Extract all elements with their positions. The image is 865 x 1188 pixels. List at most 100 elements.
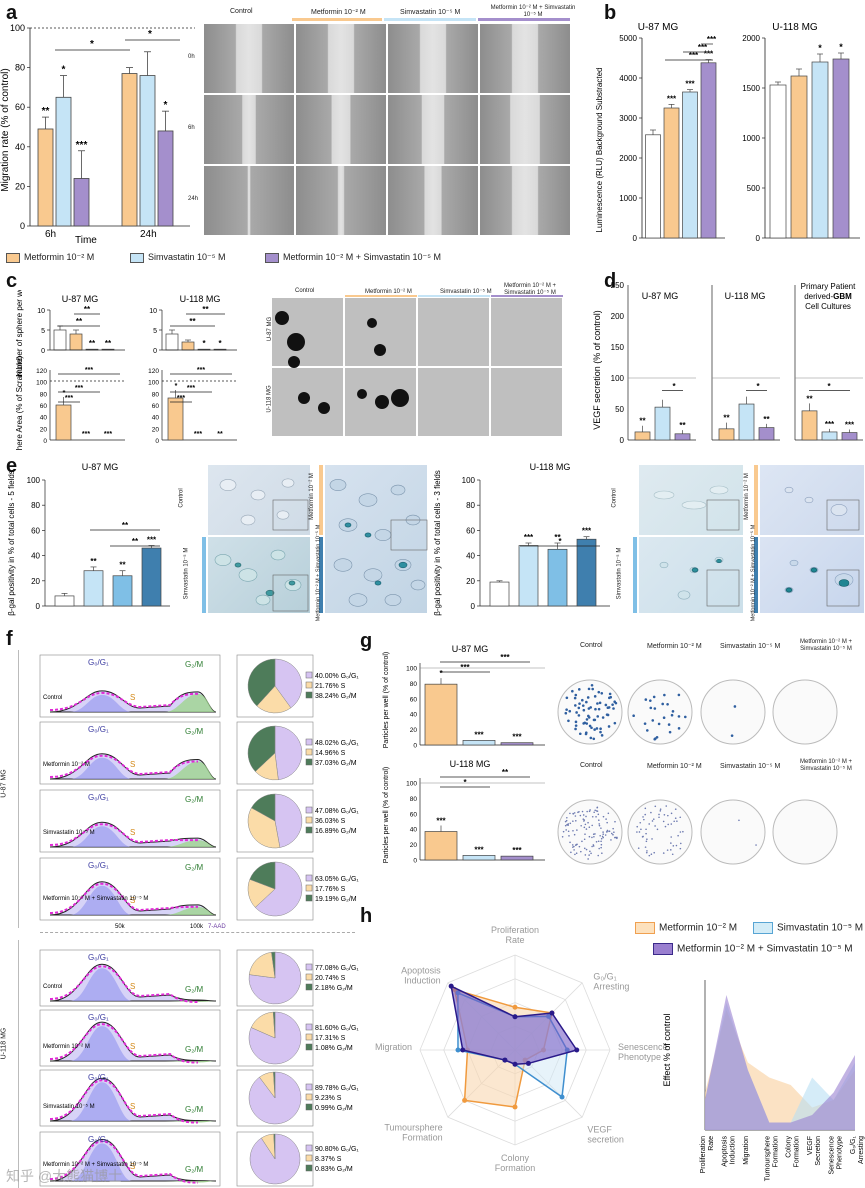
- panel-g-colony: [602, 815, 605, 818]
- panel-g-colony: [584, 732, 588, 736]
- panel-g-tick: 0: [413, 858, 417, 865]
- panel-c-tick: 60: [40, 403, 48, 410]
- panel-h-radar-axis-label: Colony Formation: [495, 1153, 536, 1173]
- panel-g-colony: [574, 693, 578, 697]
- panel-h-radar-point: [512, 1014, 518, 1020]
- panel-f-g0g1-label: G₀/G₁: [88, 953, 109, 962]
- panel-c-charts: U-87 MG U-118 MG Number of sphere per we…: [15, 290, 237, 450]
- panel-d-title-primary-1: Primary Patient: [801, 282, 856, 291]
- panel-d-title-u118: U-118 MG: [725, 291, 766, 301]
- panel-g-colony: [598, 701, 602, 705]
- panel-e-u118-bar: [518, 545, 539, 607]
- panel-g-well: [557, 799, 623, 865]
- panel-c-sphere: [391, 389, 409, 407]
- panel-e-cell: [709, 485, 729, 495]
- panel-c-header-control: Control: [295, 288, 315, 294]
- panel-f-g0g1-label: G₀/G₁: [88, 725, 109, 734]
- panel-g-h5: Control: [580, 762, 603, 769]
- panel-g-colony: [586, 810, 588, 813]
- panel-g-colony: [582, 818, 585, 820]
- panel-f-condition-label: Simvastatin 10⁻⁵ M: [43, 829, 95, 836]
- panel-g-colony: [585, 848, 588, 851]
- panel-g-colony: [643, 722, 647, 725]
- panel-a-micrograph: [204, 166, 294, 235]
- panel-b-u118-tick: 2000: [742, 34, 760, 43]
- panel-a-bar: [37, 128, 54, 227]
- panel-g-tick: 60: [410, 696, 418, 703]
- panel-g-colony: [601, 835, 604, 838]
- panel-a-bracket-star-2: *: [148, 29, 152, 40]
- panel-e-u87-bar: [83, 570, 104, 607]
- panel-g-colony: [677, 834, 679, 837]
- panel-f-s-label: S: [130, 693, 135, 702]
- panel-a-micrograph: [388, 166, 478, 235]
- panel-g-colony: [572, 820, 574, 822]
- panel-f-pie-slice: [256, 685, 292, 714]
- panel-g-colony: [580, 824, 582, 827]
- panel-g-colony: [596, 806, 598, 809]
- panel-b-u87-star: ***: [667, 94, 677, 103]
- panel-g-colony: [679, 842, 682, 845]
- panel-g-colony: [575, 852, 578, 855]
- panel-c-tick: 120: [148, 368, 159, 375]
- panel-e-u87-tick: 80: [31, 501, 40, 510]
- panel-e-cell: [364, 532, 372, 538]
- panel-g-colony: [585, 722, 589, 725]
- panel-e-cell: [363, 568, 383, 582]
- panel-b-chart-u118: U-118 MG 0 500 1000 1500 2000 * *: [742, 22, 860, 243]
- panel-f-pie-legend-text: 89.78% G₀/G₁: [315, 1085, 359, 1092]
- panel-a-micrograph: [296, 95, 386, 164]
- panel-g-colony: [587, 858, 589, 860]
- panel-g-star: ***: [474, 845, 484, 854]
- panel-g-colony: [659, 808, 662, 810]
- panel-a-tick: 0: [20, 221, 25, 231]
- panel-e-chart-u118: U-118 MG β-gal positivity in % of total …: [433, 462, 610, 616]
- panel-c-sphere: [374, 344, 386, 356]
- panel-g-colony: [568, 709, 572, 713]
- panel-b-title-u118: U-118 MG: [772, 22, 818, 33]
- panel-g-colony: [670, 836, 672, 838]
- panel-h-area-ylabel: Effect % of control: [662, 1014, 672, 1087]
- panel-h-radar-point: [502, 1057, 508, 1063]
- panel-c-sphere: [287, 333, 305, 351]
- panel-g-colony: [648, 854, 651, 857]
- panel-g-colony: [564, 824, 567, 827]
- panel-e-u118-bar: [489, 581, 510, 607]
- panel-f-axis-label: 7-AAD: [208, 924, 226, 930]
- panel-g-colony: [651, 719, 655, 722]
- panel-g-star: ***: [436, 817, 446, 826]
- panel-g-colony: [677, 693, 681, 697]
- panel-g-colony: [614, 820, 616, 823]
- panel-g-colony: [569, 841, 571, 844]
- panel-c-sphere: [288, 356, 300, 368]
- panel-g-colony: [600, 846, 602, 849]
- panel-g-colony: [661, 702, 664, 706]
- panel-e-cell: [329, 479, 347, 491]
- panel-g-colony: [595, 727, 599, 730]
- panel-c-title-u118: U-118 MG: [180, 294, 221, 304]
- panel-c-bracket-star: **: [189, 317, 196, 326]
- panel-g-h2: Metformin 10⁻² M: [647, 643, 702, 650]
- panel-g-colony: [606, 829, 609, 832]
- panel-f-pie-slice: [251, 793, 276, 822]
- panel-d-bar: [841, 432, 858, 441]
- panel-e-micro-label-control-2: Control: [611, 488, 618, 508]
- panel-g-colony: [670, 812, 673, 815]
- panel-b-u87-bar: [700, 62, 717, 239]
- panel-c-micrograph: [491, 368, 562, 436]
- panel-e-u87-star: **: [119, 561, 126, 570]
- panel-f-pie-legend-text: 17.31% S: [315, 1035, 346, 1042]
- panel-g-colony: [666, 849, 669, 851]
- panel-d-title-primary-3: Cell Cultures: [805, 302, 851, 311]
- panel-g-colony: [668, 730, 672, 734]
- panel-e-cell: [789, 559, 799, 567]
- panel-g-colony: [675, 844, 678, 847]
- panel-b-u87-tick: 1000: [619, 194, 637, 203]
- panel-d-star: ***: [845, 420, 855, 429]
- legend-metformin: Metformin 10⁻² M: [6, 252, 94, 263]
- panel-f-pie-legend-text: 48.02% G₀/G₁: [315, 740, 359, 747]
- panel-c-sphere: [275, 311, 289, 325]
- panel-g-star: ***: [512, 846, 522, 855]
- panel-e-u87-star: ***: [147, 536, 157, 545]
- panel-c-u87-num-tick: 10: [37, 308, 45, 315]
